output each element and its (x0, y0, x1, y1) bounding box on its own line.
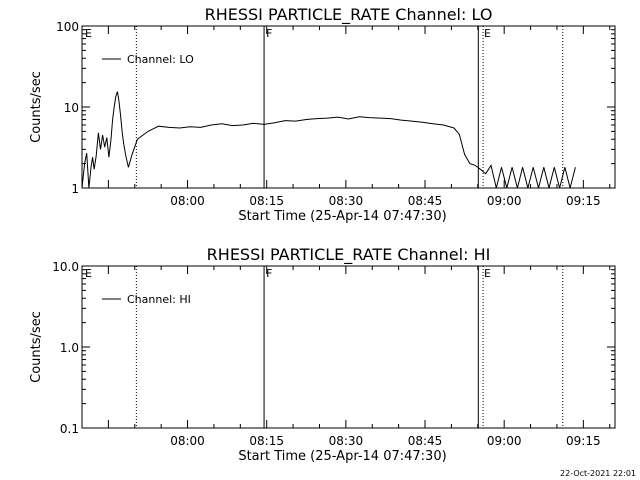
panel2-plot-frame (81, 265, 616, 429)
panel1-x-tick-label: 08:30 (329, 194, 364, 208)
panel2-flag-label: E (85, 267, 92, 280)
panel1-x-tick-label: 09:15 (566, 194, 601, 208)
panel2-x-tick-label: 08:00 (170, 434, 205, 448)
panel1-y-tick-label: 100 (56, 20, 79, 34)
panel1-flag-label: E (85, 27, 92, 40)
panel1-x-tick-label: 08:15 (249, 194, 284, 208)
panel2-x-tick-label: 09:00 (487, 434, 522, 448)
panel2-flag-label: F (266, 267, 272, 280)
panel1-legend-label: Channel: LO (127, 53, 194, 66)
panel1-y-tick-label: 1 (71, 182, 79, 196)
panel2-x-tick-label: 09:15 (566, 434, 601, 448)
panel2-x-tick-label: 08:30 (329, 434, 364, 448)
footer-timestamp: 22-Oct-2021 22:01 (560, 469, 636, 478)
panel2-x-tick-label: 08:45 (408, 434, 443, 448)
panel1-chart-title: RHESSI PARTICLE_RATE Channel: LO (205, 5, 493, 25)
panel1-flag-label: E (484, 27, 491, 40)
panel1-y-axis-label: Counts/sec (29, 71, 44, 143)
panel2-legend-label: Channel: HI (127, 293, 191, 306)
panel1-x-tick-label: 09:00 (487, 194, 522, 208)
panel1-flag-label: F (266, 27, 272, 40)
panel2-y-axis-label: Counts/sec (29, 311, 44, 383)
panel1-x-tick-label: 08:45 (408, 194, 443, 208)
panel2-y-tick-label: 10.0 (52, 260, 79, 274)
panel1-x-axis-label: Start Time (25-Apr-14 07:47:30) (238, 209, 446, 224)
panel2-x-axis-label: Start Time (25-Apr-14 07:47:30) (238, 449, 446, 464)
panel2-x-tick-label: 08:15 (249, 434, 284, 448)
panel2-chart-title: RHESSI PARTICLE_RATE Channel: HI (207, 245, 491, 265)
panel2-flag-label: E (484, 267, 491, 280)
panel1-plot-frame (81, 25, 616, 189)
panel2-y-tick-label: 1.0 (60, 341, 79, 355)
panel1-series-line-lo (81, 91, 576, 189)
panel1-y-tick-label: 10 (64, 101, 79, 115)
panel2-y-tick-label: 0.1 (60, 422, 79, 436)
panel1-x-tick-label: 08:00 (170, 194, 205, 208)
